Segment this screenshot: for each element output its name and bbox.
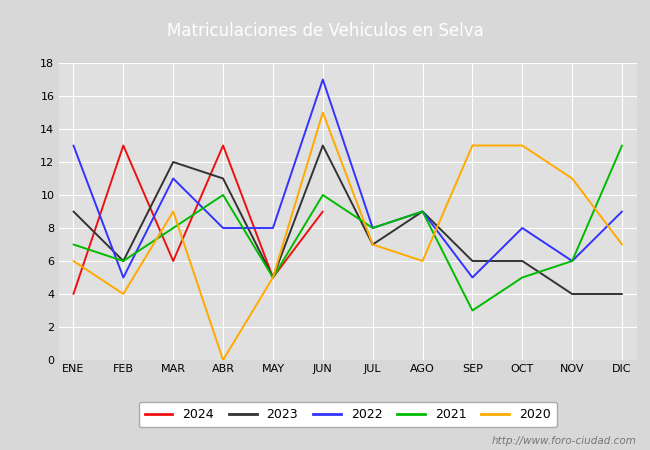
Legend: 2024, 2023, 2022, 2021, 2020: 2024, 2023, 2022, 2021, 2020 bbox=[138, 402, 557, 428]
Text: http://www.foro-ciudad.com: http://www.foro-ciudad.com bbox=[492, 436, 637, 446]
Text: Matriculaciones de Vehiculos en Selva: Matriculaciones de Vehiculos en Selva bbox=[166, 22, 484, 40]
